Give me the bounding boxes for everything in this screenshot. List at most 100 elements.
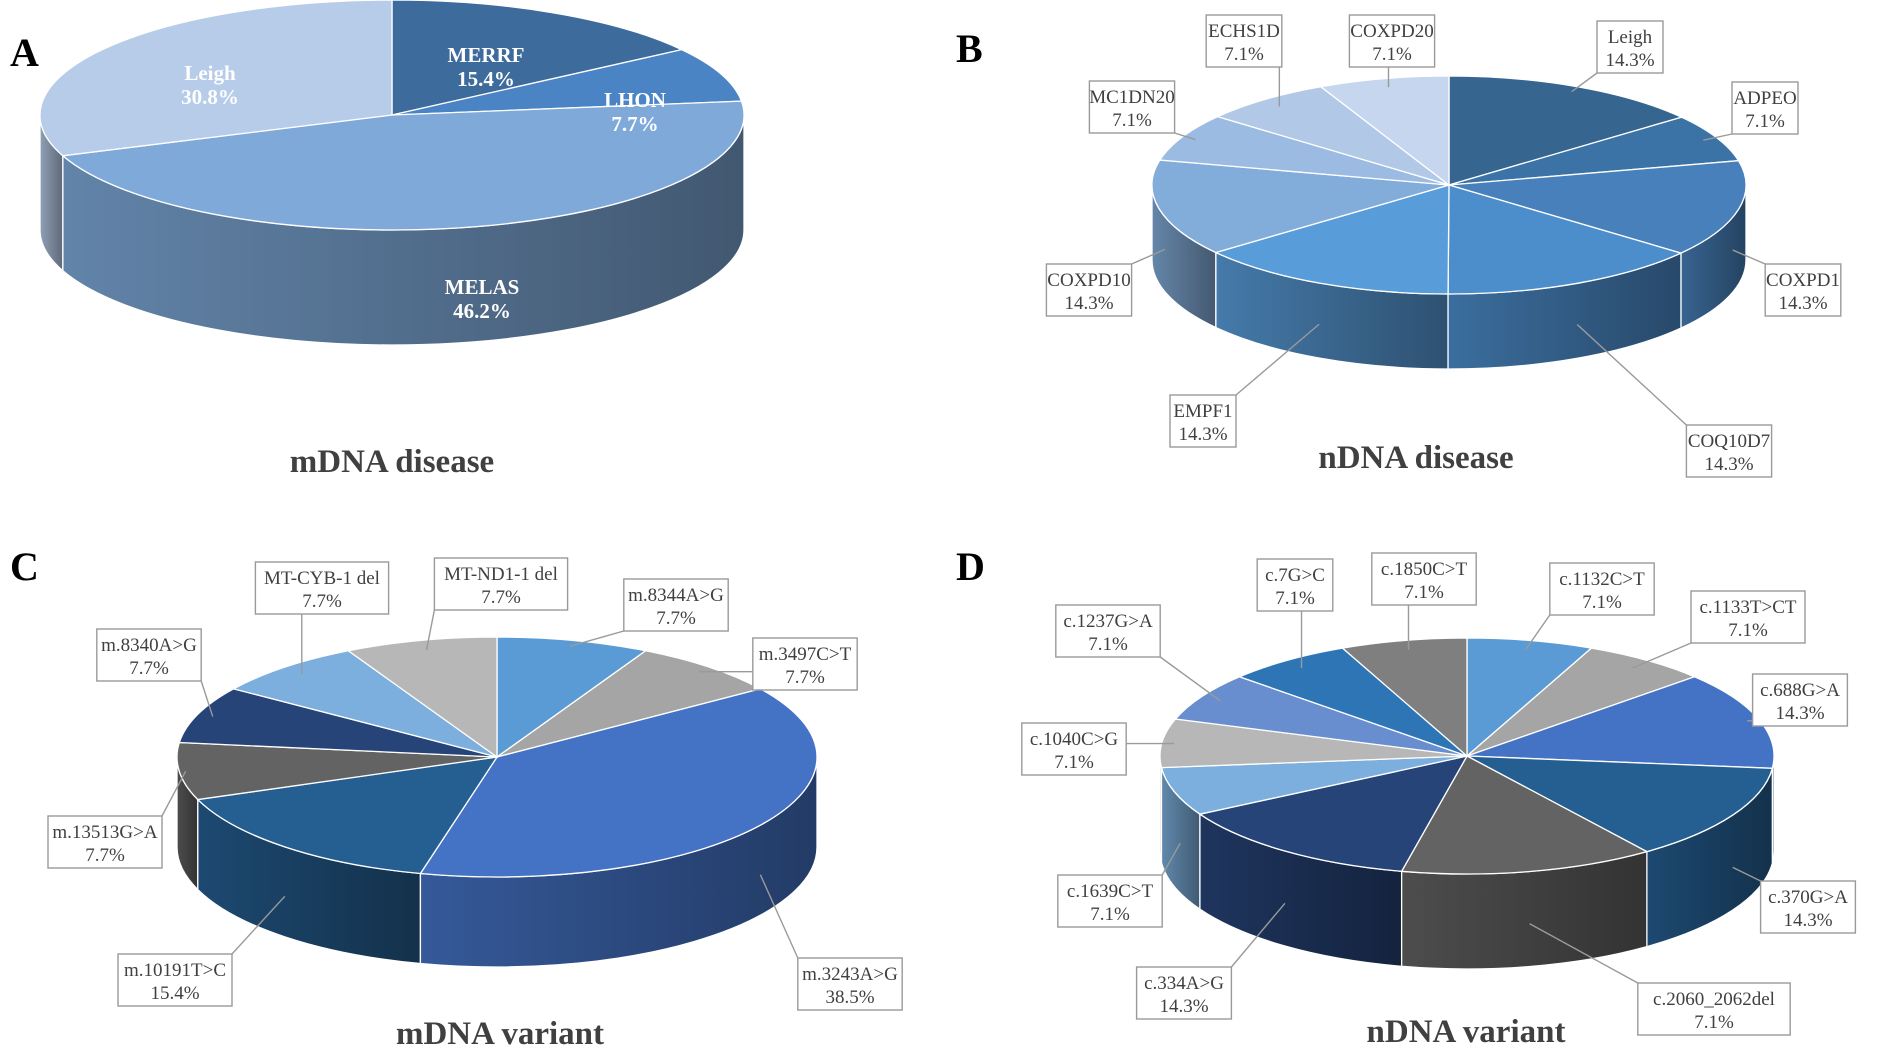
pie-slice-m-8344a-g <box>496 636 648 759</box>
callout-box <box>752 637 858 691</box>
slice-label: c.2060_2062del <box>1653 989 1775 1010</box>
slice-percent: 7.1% <box>1728 620 1768 641</box>
callout-m-8344a-g: m.8344A>G7.7% <box>569 578 729 647</box>
callout-box <box>1371 552 1477 606</box>
callout-c-1237g-a: c.1237G>A7.1% <box>1055 604 1221 702</box>
slice-label: COXPD10 <box>1047 270 1130 291</box>
slice-label: c.370G>A <box>1768 887 1848 908</box>
callout-c-370g-a: c.370G>A14.3% <box>1732 866 1857 934</box>
slice-label: LHON <box>604 88 666 112</box>
leader-line <box>569 630 624 647</box>
slice-percent: 7.7% <box>785 667 825 688</box>
leader-line <box>1576 324 1687 426</box>
callout-box <box>1690 590 1806 644</box>
slice-percent: 7.1% <box>1090 904 1130 925</box>
callout-box <box>1256 558 1334 612</box>
callout-box <box>1759 880 1857 934</box>
pie-slice-m-8340a-g <box>178 688 498 758</box>
slice-percent: 14.3% <box>1783 910 1832 931</box>
panel-c: m.8344A>G7.7%m.3497C>T7.7%m.3243A>G38.5%… <box>10 544 903 1052</box>
pie-top-faces <box>1159 637 1775 875</box>
slice-label: m.8340A>G <box>101 635 197 656</box>
slice-percent: 14.3% <box>1064 293 1113 314</box>
slice-label: m.8344A>G <box>628 585 724 606</box>
callout-box <box>1348 14 1436 68</box>
slice-label: COXPD1 <box>1766 270 1840 291</box>
callout-c-7g-c: c.7G>C7.1% <box>1256 558 1334 669</box>
callout-c-334a-g: c.334A>G14.3% <box>1135 902 1286 1020</box>
slice-percent: 7.7% <box>656 608 696 629</box>
callout-box <box>96 628 202 682</box>
slice-label: MERRF <box>448 43 525 67</box>
slice-percent: 38.5% <box>825 987 874 1008</box>
chart-title: mDNA disease <box>290 444 494 480</box>
pie-slice-echs1d <box>1215 85 1450 186</box>
callout-m-10191t-c: m.10191T>C15.4% <box>117 895 286 1007</box>
callout-box <box>433 557 569 611</box>
pie-slice-m-3243a-g <box>419 688 818 878</box>
leader-line <box>759 874 799 959</box>
callout-box <box>797 957 903 1011</box>
slice-percent: 7.1% <box>1224 44 1264 65</box>
pie-slice-coq10d7 <box>1447 184 1683 295</box>
slice-percent: 15.4% <box>150 983 199 1004</box>
slice-percent: 14.3% <box>1159 996 1208 1017</box>
callout-c-1132c-t: c.1132C>T7.1% <box>1524 562 1655 651</box>
callout-m-3497c-t: m.3497C>T7.7% <box>698 637 858 691</box>
pie-slice-coxpd1 <box>1448 160 1747 254</box>
callout-m-13513g-a: m.13513G>A7.7% <box>47 770 187 869</box>
slice-label: Leigh <box>184 61 236 85</box>
leader-line <box>231 895 286 955</box>
pie-slice-mc1dn20 <box>1158 115 1450 186</box>
callout-box <box>1045 263 1133 317</box>
slice-percent: 7.7% <box>129 658 169 679</box>
pie-slice-m-13513g-a <box>176 741 498 801</box>
slice-percent: 7.7% <box>85 845 125 866</box>
slice-percent: 7.1% <box>1404 582 1444 603</box>
pie-slice-coxpd10 <box>1151 159 1450 254</box>
pie-slice-melas <box>61 100 745 231</box>
slice-label: c.1040C>G <box>1030 729 1119 750</box>
pie-slice-c-7g-c <box>1237 647 1468 757</box>
callout-c-1639c-t: c.1639C>T7.1% <box>1057 842 1181 928</box>
callout-box <box>1021 722 1127 776</box>
chart-title: nDNA variant <box>1367 1014 1566 1050</box>
leader-line <box>1524 614 1551 651</box>
slice-percent: 14.3% <box>1704 454 1753 475</box>
slice-label: c.7G>C <box>1265 565 1325 586</box>
leader-line <box>1732 866 1761 882</box>
slice-label: ECHS1D <box>1208 21 1280 42</box>
callout-c-1133t-ct: c.1133T>CT7.1% <box>1632 590 1806 669</box>
pie-labels: Leigh14.3%ADPEO7.1%COXPD114.3%COQ10D714.… <box>1045 14 1842 478</box>
callout-box <box>1088 80 1176 134</box>
callout-box <box>117 953 233 1007</box>
slice-percent: 14.3% <box>1778 293 1827 314</box>
leader-line <box>1230 902 1286 968</box>
panel-letter: D <box>956 544 985 589</box>
slice-label: MELAS <box>445 275 520 299</box>
slice-percent: 7.1% <box>1088 634 1128 655</box>
slice-label: c.334A>G <box>1144 973 1224 994</box>
pie-slice-m-10191t-c <box>196 756 499 875</box>
callout-box <box>1596 20 1664 74</box>
pie-slice-empf1 <box>1214 184 1450 295</box>
pie-slice-coxpd20 <box>1319 75 1450 187</box>
pie-slice-c-334a-g <box>1198 755 1469 872</box>
callout-box <box>1751 673 1849 727</box>
pie-slice-c-1132c-t <box>1466 637 1593 758</box>
callout-m-8340a-g: m.8340A>G7.7% <box>96 628 214 717</box>
pie-slice-merrf <box>391 0 684 116</box>
leader-line <box>1159 656 1221 702</box>
callout-m-3243a-g: m.3243A>G38.5% <box>759 874 903 1011</box>
callout-box <box>1205 14 1283 68</box>
